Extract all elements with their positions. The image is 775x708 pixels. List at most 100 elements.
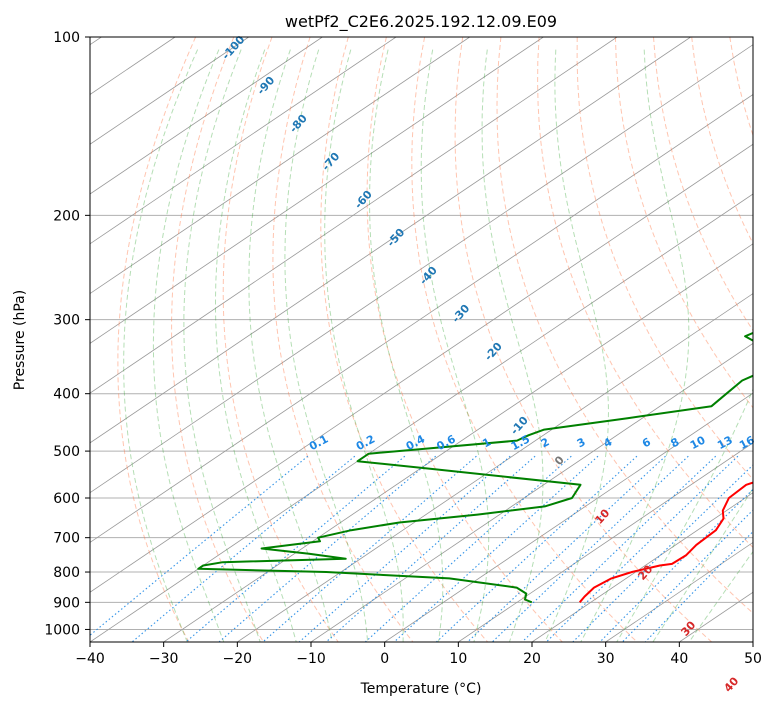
- moist-adiabat-line: [481, 49, 544, 642]
- dry-adiabat-label: -70: [319, 150, 342, 174]
- dry-adiabat-label: -50: [384, 226, 407, 250]
- isotherm-line: [679, 591, 753, 642]
- dry-adiabat-line: [320, 37, 488, 642]
- moist-adiabat-line: [616, 388, 753, 642]
- mixing-ratio-line: [545, 455, 739, 642]
- y-tick-label: 200: [53, 208, 80, 224]
- x-tick-label: −20: [223, 651, 253, 667]
- chart-title: wetPf2_C2E6.2025.192.12.09.E09: [285, 12, 557, 32]
- mixing-ratio-label: 16: [737, 433, 757, 452]
- mixing-ratio-label: 0.1: [307, 432, 330, 453]
- dry-adiabat-line: [653, 37, 753, 332]
- dry-adiabat-line: [222, 37, 339, 642]
- isotherm-line: [90, 37, 544, 344]
- mixing-ratio-label: 2: [539, 435, 552, 450]
- mixing-ratio-line: [467, 455, 666, 642]
- isotherm-line: [384, 392, 753, 642]
- dry-adiabat-label: 30: [678, 618, 698, 638]
- mixing-ratio-line: [364, 455, 572, 642]
- dry-adiabat-label: -30: [449, 302, 472, 326]
- mixing-ratio-line: [572, 464, 753, 642]
- temperature-profile-line: [578, 481, 753, 603]
- dry-adiabat-label: -40: [417, 264, 440, 288]
- mixing-ratio-label: 4: [601, 435, 614, 450]
- y-tick-label: 400: [53, 387, 80, 403]
- mixing-ratio-line: [622, 509, 753, 642]
- mixing-ratio-line: [262, 455, 477, 642]
- mixing-ratio-line: [218, 455, 437, 642]
- isotherm-line: [310, 342, 753, 642]
- x-tick-label: −40: [75, 651, 105, 667]
- dry-adiabat-label: -20: [482, 340, 505, 364]
- x-axis-label: Temperature (°C): [360, 681, 482, 697]
- mixing-ratio-line: [521, 455, 717, 642]
- moist-adiabat-line: [652, 487, 753, 642]
- sounding-layer: [197, 331, 753, 604]
- plot-frame: [89, 36, 754, 643]
- mixing-ratio-line: [436, 455, 638, 642]
- mixing-ratio-label: 13: [715, 433, 735, 452]
- dry-adiabat-line: [576, 37, 753, 481]
- y-tick-label: 600: [53, 491, 80, 507]
- isotherm-line: [237, 293, 753, 642]
- isotherm-line: [90, 44, 753, 494]
- y-tick-label: 700: [53, 531, 80, 547]
- dry-adiabat-line: [768, 37, 775, 642]
- mixing-ratio-label: 10: [688, 433, 708, 452]
- moist-adiabat-line: [544, 49, 610, 642]
- isotherm-line: [752, 641, 753, 642]
- dry-adiabat-label: 40: [721, 674, 741, 694]
- x-tick-label: 0: [380, 651, 389, 667]
- moist-adiabat-line: [420, 49, 490, 642]
- dry-adiabat-label: -60: [352, 188, 375, 212]
- x-tick-label: 20: [523, 651, 541, 667]
- dry-adiabat-line: [537, 37, 753, 549]
- background-lines-layer: [90, 37, 775, 642]
- y-tick-label: 500: [53, 444, 80, 460]
- dry-adiabat-label: 20: [635, 562, 655, 582]
- y-axis-label: Pressure (hPa): [12, 290, 28, 390]
- x-tick-label: 50: [744, 651, 762, 667]
- moist-adiabat-line: [580, 49, 690, 642]
- x-tick-label: 30: [597, 651, 615, 667]
- y-tick-label: 900: [53, 595, 80, 611]
- mixing-ratio-label: 0.6: [434, 432, 458, 453]
- mixing-ratio-line: [298, 455, 511, 642]
- isotherm-line: [90, 37, 691, 444]
- y-tick-label: 100: [53, 30, 80, 46]
- dry-adiabat-line: [272, 37, 414, 642]
- x-tick-label: −30: [149, 651, 179, 667]
- dry-adiabat-label: 0: [552, 453, 567, 468]
- dry-adiabat-line: [411, 37, 638, 642]
- axis-ticks-layer: −40 −30 −20 −10 0 10 20 30 40 5010020030040050060…: [44, 30, 762, 667]
- y-tick-label: 300: [53, 313, 80, 329]
- mixing-ratio-line: [90, 455, 309, 636]
- dry-adiabat-line: [171, 37, 264, 642]
- mixing-ratio-line: [491, 455, 689, 642]
- moist-adiabat-line: [248, 49, 333, 642]
- isotherm-line: [90, 37, 470, 295]
- contour-labels-layer: 0.1 0.2 0.4 0.6 1 1.5 2 3 4 6 8 10 13 16-100-90-80-70…: [219, 33, 757, 695]
- x-tick-label: 40: [670, 651, 688, 667]
- moist-adiabat-line: [123, 49, 199, 642]
- isotherm-line: [458, 442, 753, 642]
- isotherm-line: [90, 143, 753, 593]
- dry-adiabat-label: 10: [592, 506, 612, 526]
- isotherm-line: [90, 37, 249, 145]
- mixing-ratio-label: 6: [640, 435, 653, 450]
- dry-adiabat-label: -80: [287, 112, 310, 136]
- grid-layer: [90, 37, 753, 642]
- mixing-ratio-label: 0.4: [404, 432, 428, 453]
- isotherm-line: [90, 37, 397, 245]
- y-tick-label: 1000: [44, 622, 80, 638]
- isotherm-line: [90, 93, 753, 543]
- isotherm-line: [90, 37, 323, 195]
- isotherm-line: [90, 193, 753, 642]
- mixing-ratio-line: [185, 455, 406, 642]
- mixing-ratio-line: [325, 455, 536, 642]
- dry-adiabat-line: [454, 37, 713, 642]
- moist-adiabat-line: [183, 49, 261, 642]
- y-tick-label: 800: [53, 565, 80, 581]
- dry-adiabat-line: [496, 37, 753, 614]
